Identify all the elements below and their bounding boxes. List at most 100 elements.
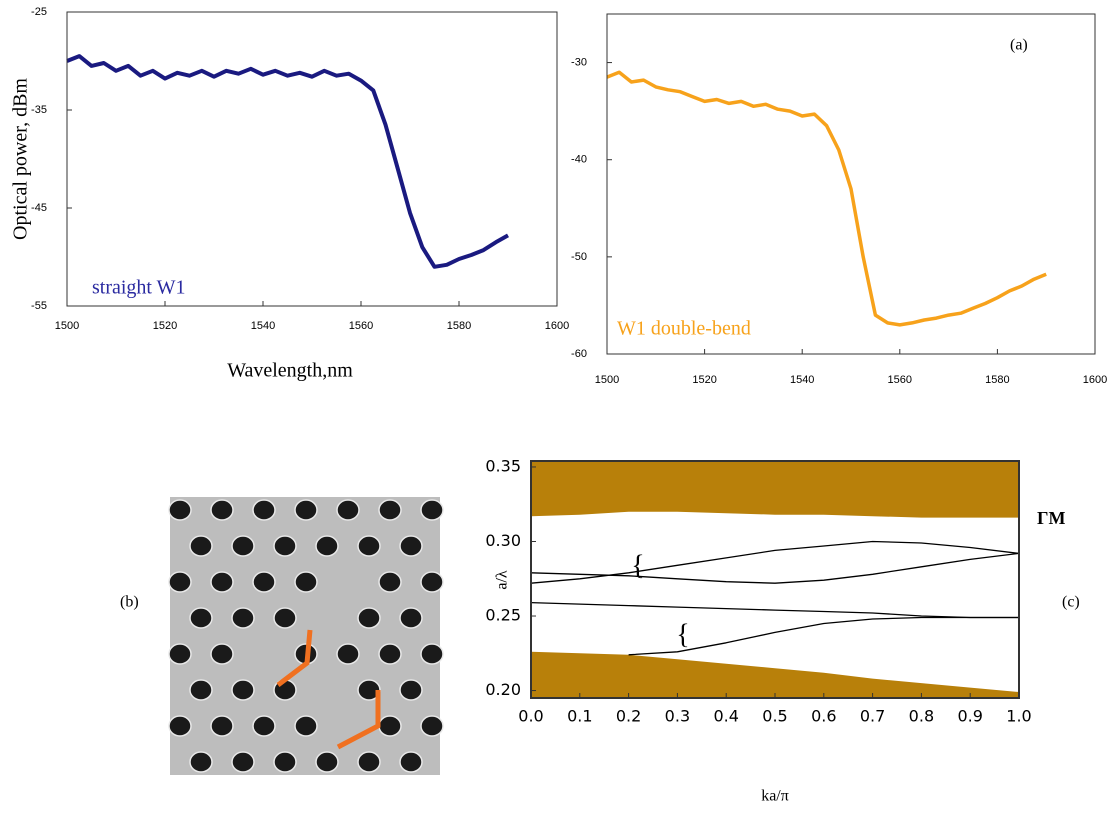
x-tick-label: 0.5 bbox=[762, 707, 787, 726]
hole bbox=[399, 535, 423, 557]
panel-label: (b) bbox=[120, 594, 139, 611]
band-area bbox=[531, 461, 1019, 518]
x-tick-label: 0.0 bbox=[518, 707, 543, 726]
plot-frame bbox=[606, 13, 1096, 355]
hole bbox=[273, 607, 297, 629]
data-line bbox=[530, 601, 1019, 619]
y-tick-label: -40 bbox=[571, 154, 587, 166]
hole bbox=[273, 535, 297, 557]
y-tick-label: -60 bbox=[571, 348, 587, 360]
y-tick-label: -50 bbox=[571, 251, 587, 263]
y-tick-label: -30 bbox=[571, 56, 587, 68]
y-tick-label: 0.20 bbox=[485, 680, 521, 699]
y-axis-label: Optical power, dBm bbox=[10, 78, 32, 240]
hole bbox=[336, 499, 360, 521]
x-axis-label: ka/π bbox=[761, 788, 789, 805]
hole bbox=[189, 751, 213, 773]
hole bbox=[378, 499, 402, 521]
data-line bbox=[530, 552, 1020, 584]
annotation: ΓM bbox=[1037, 508, 1065, 528]
x-tick-label: 1520 bbox=[692, 374, 716, 386]
hole bbox=[294, 499, 318, 521]
hole bbox=[231, 607, 255, 629]
x-tick-label: 1520 bbox=[153, 320, 177, 332]
data-line bbox=[530, 540, 1020, 584]
hole bbox=[273, 751, 297, 773]
x-tick-label: 0.8 bbox=[909, 707, 934, 726]
hole bbox=[189, 535, 213, 557]
hole bbox=[420, 571, 444, 593]
hole bbox=[168, 715, 192, 737]
data-line bbox=[628, 616, 1019, 656]
y-tick-label: 0.35 bbox=[485, 456, 521, 475]
x-tick-label: 0.4 bbox=[713, 707, 738, 726]
hole bbox=[168, 643, 192, 665]
x-tick-label: 1.0 bbox=[1006, 707, 1031, 726]
annotation: (a) bbox=[1010, 37, 1028, 54]
x-tick-label: 0.3 bbox=[665, 707, 690, 726]
band-area bbox=[531, 651, 1019, 698]
hole bbox=[252, 571, 276, 593]
hole bbox=[210, 571, 234, 593]
annotation: W1 double-bend bbox=[617, 318, 751, 340]
x-axis-label: Wavelength,nm bbox=[227, 360, 353, 382]
hole bbox=[294, 571, 318, 593]
hole bbox=[231, 679, 255, 701]
hole bbox=[168, 571, 192, 593]
hole bbox=[399, 751, 423, 773]
hole bbox=[357, 607, 381, 629]
x-tick-label: 1500 bbox=[55, 320, 79, 332]
x-tick-label: 0.7 bbox=[860, 707, 885, 726]
hole-lattice bbox=[168, 499, 444, 773]
hole bbox=[378, 571, 402, 593]
x-tick-label: 1540 bbox=[790, 374, 814, 386]
plot-frame bbox=[66, 11, 558, 307]
hole bbox=[294, 715, 318, 737]
x-tick-label: 1560 bbox=[349, 320, 373, 332]
hole bbox=[252, 715, 276, 737]
hole bbox=[357, 751, 381, 773]
annotation: (c) bbox=[1062, 594, 1080, 611]
hole bbox=[399, 607, 423, 629]
hole bbox=[399, 679, 423, 701]
hole bbox=[315, 751, 339, 773]
hole bbox=[210, 643, 234, 665]
defect-marker bbox=[336, 690, 381, 750]
x-tick-label: 0.2 bbox=[616, 707, 641, 726]
hole bbox=[168, 499, 192, 521]
annotation: straight W1 bbox=[92, 277, 186, 299]
x-tick-label: 1540 bbox=[251, 320, 275, 332]
y-axis-label: a/λ bbox=[494, 570, 511, 590]
y-tick-label: -25 bbox=[31, 6, 47, 18]
hole bbox=[378, 643, 402, 665]
hole bbox=[315, 535, 339, 557]
x-tick-label: 1580 bbox=[447, 320, 471, 332]
hole bbox=[231, 535, 255, 557]
y-tick-label: 0.30 bbox=[485, 531, 521, 550]
annotation: { bbox=[676, 619, 689, 650]
y-tick-label: -55 bbox=[31, 300, 47, 312]
defect-marker bbox=[276, 629, 313, 687]
hole bbox=[252, 499, 276, 521]
y-tick-label: -45 bbox=[31, 202, 47, 214]
hole bbox=[378, 715, 402, 737]
hole bbox=[420, 715, 444, 737]
y-tick-label: -35 bbox=[31, 104, 47, 116]
x-tick-label: 0.9 bbox=[957, 707, 982, 726]
hole bbox=[357, 535, 381, 557]
x-tick-label: 1580 bbox=[985, 374, 1009, 386]
data-line bbox=[606, 70, 1047, 327]
y-tick-label: 0.25 bbox=[485, 606, 521, 625]
x-tick-label: 1600 bbox=[545, 320, 569, 332]
x-tick-label: 0.1 bbox=[567, 707, 592, 726]
hole bbox=[420, 499, 444, 521]
x-tick-label: 1600 bbox=[1083, 374, 1107, 386]
hole bbox=[210, 499, 234, 521]
hole bbox=[231, 751, 255, 773]
data-line bbox=[66, 54, 509, 269]
hole bbox=[189, 679, 213, 701]
x-tick-label: 0.6 bbox=[811, 707, 836, 726]
hole bbox=[336, 643, 360, 665]
hole bbox=[210, 715, 234, 737]
